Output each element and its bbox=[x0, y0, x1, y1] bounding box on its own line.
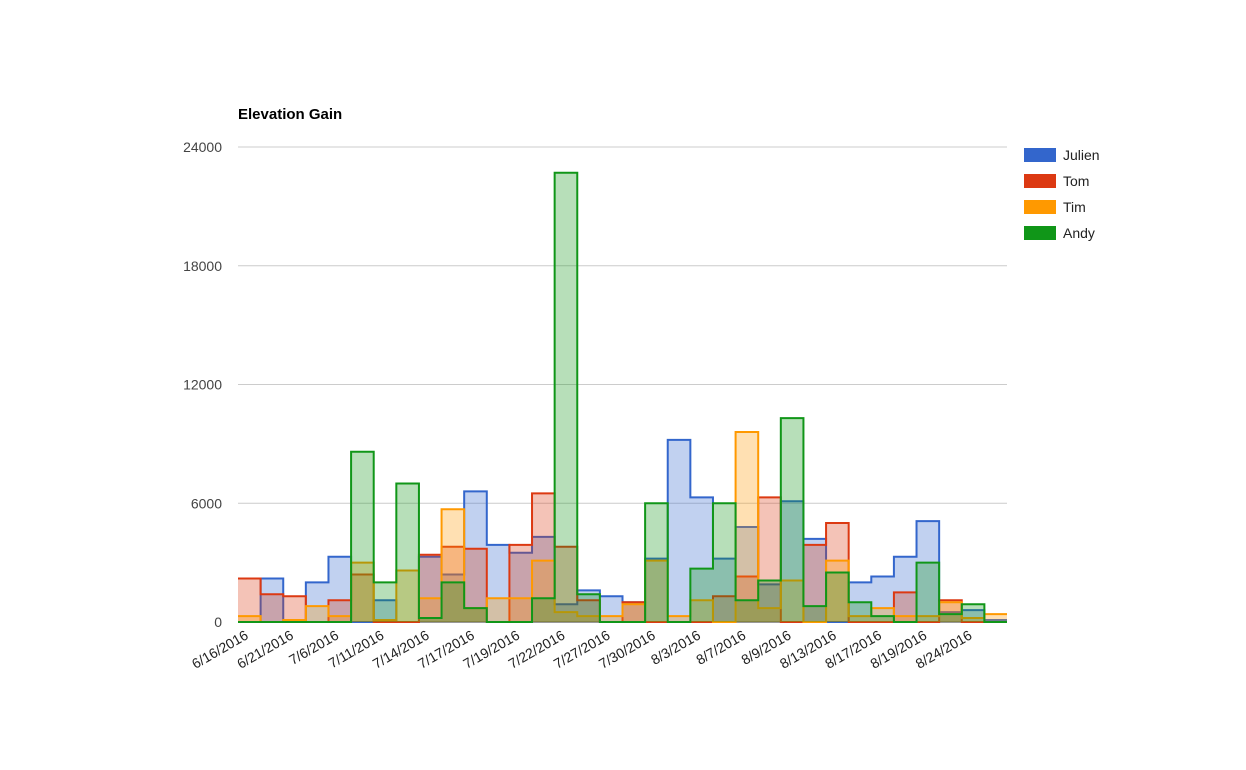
legend-label: Julien bbox=[1063, 147, 1100, 163]
series-area-fill bbox=[238, 172, 1007, 622]
legend-label: Tim bbox=[1063, 199, 1086, 215]
legend-swatch bbox=[1024, 148, 1056, 162]
data-step bbox=[939, 614, 962, 622]
data-step bbox=[645, 503, 668, 622]
data-step bbox=[623, 604, 646, 622]
x-axis-ticks: 6/16/20166/21/20167/6/20167/11/20167/14/… bbox=[189, 627, 975, 672]
data-step bbox=[283, 596, 306, 622]
y-tick-label: 24000 bbox=[183, 139, 222, 155]
data-step bbox=[374, 582, 397, 622]
legend-item-julien[interactable]: Julien bbox=[1024, 147, 1100, 163]
data-step bbox=[984, 614, 1007, 622]
x-tick-label: 8/3/2016 bbox=[648, 627, 703, 668]
data-step bbox=[736, 600, 759, 622]
data-step bbox=[690, 569, 713, 622]
data-step bbox=[849, 602, 872, 622]
series-area-fill bbox=[238, 439, 1007, 622]
data-step bbox=[917, 563, 940, 622]
series-andy bbox=[238, 171, 1007, 623]
data-step bbox=[736, 432, 759, 622]
series-step-line bbox=[238, 171, 1007, 623]
legend-item-tim[interactable]: Tim bbox=[1024, 199, 1086, 215]
data-step bbox=[419, 618, 442, 622]
data-step bbox=[487, 598, 510, 622]
legend-label: Andy bbox=[1063, 225, 1095, 241]
series-areas bbox=[238, 171, 1007, 623]
legend-swatch bbox=[1024, 174, 1056, 188]
data-step bbox=[871, 616, 894, 622]
y-tick-label: 0 bbox=[214, 614, 222, 630]
data-step bbox=[826, 573, 849, 622]
legend-swatch bbox=[1024, 200, 1056, 214]
legend-swatch bbox=[1024, 226, 1056, 240]
data-step bbox=[668, 440, 691, 622]
data-step bbox=[532, 598, 555, 622]
y-tick-label: 18000 bbox=[183, 258, 222, 274]
y-tick-label: 6000 bbox=[191, 495, 222, 511]
legend[interactable]: Julien Tom Tim Andy bbox=[1024, 147, 1100, 241]
data-step bbox=[351, 452, 374, 622]
data-step bbox=[781, 418, 804, 622]
data-step bbox=[464, 608, 487, 622]
chart-title: Elevation Gain bbox=[238, 106, 342, 123]
legend-item-tom[interactable]: Tom bbox=[1024, 173, 1089, 189]
data-step bbox=[758, 580, 781, 622]
data-step bbox=[306, 606, 329, 622]
data-step bbox=[509, 598, 532, 622]
data-step bbox=[803, 606, 826, 622]
y-axis-ticks: 0 6000 12000 18000 24000 bbox=[183, 139, 222, 630]
data-step bbox=[396, 483, 419, 622]
data-step bbox=[962, 604, 985, 622]
legend-label: Tom bbox=[1063, 173, 1089, 189]
data-step bbox=[261, 594, 284, 622]
data-step bbox=[555, 173, 578, 622]
legend-item-andy[interactable]: Andy bbox=[1024, 225, 1095, 241]
x-tick-label: 8/7/2016 bbox=[693, 627, 748, 668]
data-step bbox=[577, 594, 600, 622]
y-tick-label: 12000 bbox=[183, 377, 222, 393]
data-step bbox=[442, 582, 465, 622]
series-area-fill bbox=[238, 493, 1007, 622]
data-step bbox=[713, 503, 736, 622]
